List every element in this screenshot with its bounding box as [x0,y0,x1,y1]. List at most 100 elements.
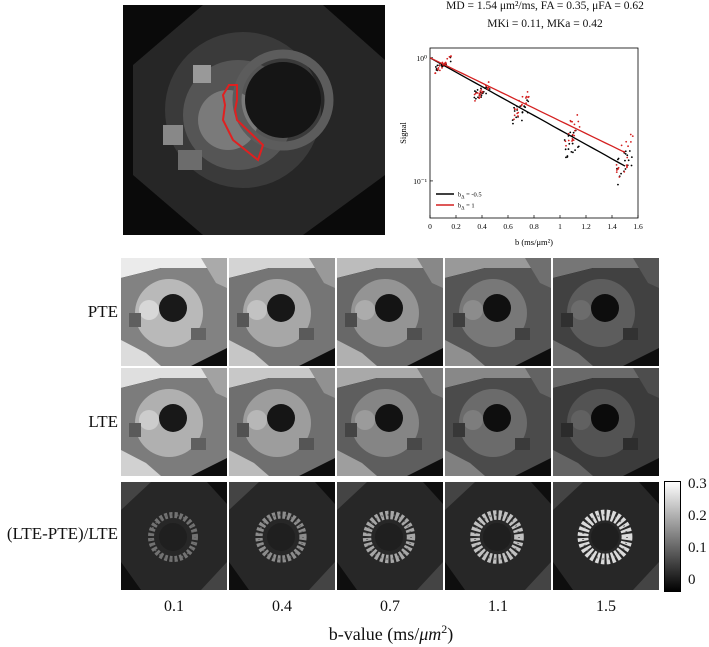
scatter-point [517,115,519,117]
scatter-point [577,146,579,149]
x-axis-title-sup: 2 [441,622,448,636]
scatter-point [478,94,481,97]
scatter-point [618,176,621,178]
scatter-point [476,92,479,94]
map-ratio-b4 [445,482,551,590]
scatter-point [441,65,443,68]
scatter-point [631,135,634,138]
scatter-point [571,142,574,145]
scatter-point [624,152,627,155]
scatter-point [573,129,576,132]
scatter-point [569,119,572,122]
x-axis-title-unit: μm [419,624,442,644]
scatter-point [565,156,567,159]
scatter-point [487,88,489,91]
scatter-point [623,170,626,173]
stats-line-1: MD = 1.54 μm²/ms, FA = 0.35, μFA = 0.62 [446,0,644,12]
scatter-point [620,172,622,175]
y-tick-label: 10⁻¹ [413,177,427,186]
scatter-point [476,89,479,91]
scatter-point [570,150,573,153]
x-tick-label: 0.6 [503,222,513,231]
scatter-point [615,171,618,174]
scatter-point [617,166,620,169]
scatter-point [527,95,530,98]
row-label-pte: PTE [87,302,118,321]
x-tick-label: 1 [558,222,562,231]
scatter-point [474,92,477,95]
scatter-point [629,133,632,136]
map-pte-b2 [229,258,335,366]
scatter-point [573,134,576,137]
scatter-point [438,64,441,67]
scatter-point [624,150,627,153]
b-value-label-4: 1.1 [488,598,508,615]
scatter-point [479,90,482,93]
scatter-point [487,81,490,83]
map-lte-b1 [121,368,227,476]
x-tick-label: 1.6 [633,222,643,231]
map-pte-b1 [121,258,227,366]
scatter-point [517,111,520,114]
colorbar-tick-0.3: 0.3 [688,476,707,492]
scatter-point [620,144,623,147]
scatter-point [626,166,628,169]
legend-label-2: bΔ = 1 [458,203,475,212]
scatter-point [480,87,482,90]
anatomical-image [123,5,385,235]
scatter-point [624,159,626,162]
scatter-point [566,156,569,158]
scatter-point [485,92,488,95]
scatter-point [571,151,574,154]
x-tick-label: 0.8 [529,222,539,231]
scatter-point [445,62,447,65]
b-value-label-1: 0.1 [164,598,184,615]
scatter-point [574,149,576,152]
colorbar-tick-0.1: 0.1 [688,540,707,556]
scatter-point [626,156,629,159]
map-ratio-b1 [121,482,227,590]
scatter-point [475,91,478,94]
legend-label-1: bΔ = -0.5 [458,192,482,201]
map-ratio-b5 [553,482,659,590]
scatter-point [627,145,629,148]
scatter-point [443,62,446,65]
scatter-point [512,122,514,125]
map-pte-b3 [337,258,443,366]
fit-line-1 [429,57,626,167]
colorbar-tick-0: 0 [688,572,696,588]
map-lte-b2 [229,368,335,476]
scatter-point [473,96,476,99]
x-axis-label: b (ms/μm²) [515,237,553,247]
scatter-point [576,114,579,116]
map-pte-b4 [445,258,551,366]
scatter-point [628,150,631,152]
scatter-point [572,131,575,134]
scatter-point [629,141,632,143]
scatter-point [449,60,452,63]
scatter-point [521,95,524,98]
scatter-point [441,67,443,69]
image-grid [121,258,661,593]
scatter-point [564,140,567,143]
scatter-point [615,163,618,166]
scatter-point [473,90,476,92]
map-lte-b4 [445,368,551,476]
b-value-label-3: 0.7 [380,598,400,615]
scatter-point [521,119,523,122]
map-pte-b5 [553,258,659,366]
x-axis-title: b-value (ms/μm2) [121,622,661,645]
scatter-point [488,88,491,90]
scatter-point [434,72,437,75]
scatter-point [516,108,519,111]
scatter-point [525,95,528,98]
scatter-point [521,111,524,113]
scatter-point [615,169,618,171]
scatter-point [446,57,449,60]
scatter-point [567,148,570,150]
scatter-point [630,156,633,159]
scatter-point [625,140,628,143]
b-value-label-2: 0.4 [272,598,292,615]
scatter-point [523,105,526,108]
scatter-point [434,66,437,68]
